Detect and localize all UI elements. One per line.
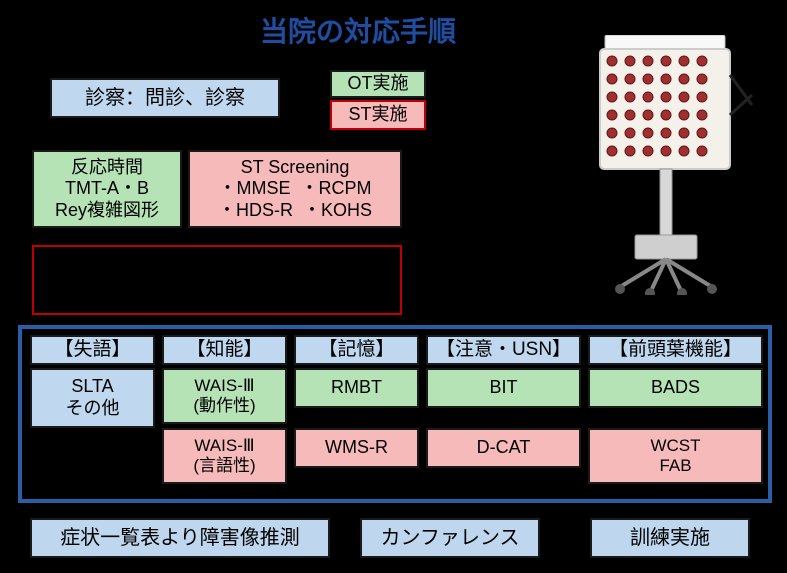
box-aph_h: 【失語】 <box>30 335 155 365</box>
box-mem_ot-line: RMBT <box>331 377 382 399</box>
box-att_ot-line: BIT <box>489 377 517 399</box>
box-out2-line: カンファレンス <box>381 526 520 550</box>
box-iq_st-line: (言語性) <box>193 456 255 476</box>
box-iq_st-line: WAIS-Ⅲ <box>194 436 254 456</box>
device-illustration <box>580 35 760 295</box>
box-aph_h-line: 【失語】 <box>54 339 130 362</box>
box-fro_ot: BADS <box>588 368 763 408</box>
box-out3: 訓練実施 <box>590 518 750 558</box>
box-st-line: ST実施 <box>348 104 407 126</box>
box-fro_h-line: 【前頭葉機能】 <box>609 339 742 362</box>
box-mem_st: WMS-R <box>294 428 419 468</box>
box-st: ST実施 <box>330 100 426 130</box>
box-att_st: D-CAT <box>426 428 581 468</box>
box-react-line: Rey複雑図形 <box>55 200 159 222</box>
box-mem_st-line: WMS-R <box>325 437 388 459</box>
box-att_h-line: 【注意・USN】 <box>436 339 571 362</box>
box-fro_h: 【前頭葉機能】 <box>588 335 763 365</box>
box-aph_b-line: SLTA <box>71 376 113 398</box>
box-stscr: ST Screening・MMSE ・RCPM・HDS-R ・KOHS <box>188 150 402 228</box>
box-att_h: 【注意・USN】 <box>426 335 581 365</box>
box-att_ot: BIT <box>426 368 581 408</box>
box-stscr-line: ・HDS-R ・KOHS <box>218 200 372 222</box>
box-iq_h: 【知能】 <box>162 335 287 365</box>
box-react: 反応時間TMT-A・BRey複雑図形 <box>32 150 182 228</box>
box-iq_ot: WAIS-Ⅲ(動作性) <box>162 368 287 424</box>
box-out1-line: 症状一覧表より障害像推測 <box>60 526 300 550</box>
box-out1: 症状一覧表より障害像推測 <box>30 518 330 558</box>
box-aph_b-line: その他 <box>66 398 120 420</box>
box-iq_ot-line: (動作性) <box>193 396 255 416</box>
box-iq_h-line: 【知能】 <box>186 339 262 362</box>
box-ot: OT実施 <box>330 70 426 98</box>
box-redempty <box>32 245 402 315</box>
box-iq_ot-line: WAIS-Ⅲ <box>194 376 254 396</box>
box-stscr-line: ST Screening <box>241 157 350 179</box>
box-iq_st: WAIS-Ⅲ(言語性) <box>162 428 287 484</box>
box-exam: 診察：問診、診察 <box>50 78 280 118</box>
box-fro_st-line: WCST <box>650 436 700 456</box>
box-out2: カンファレンス <box>360 518 540 558</box>
box-react-line: 反応時間 <box>71 157 143 179</box>
box-fro_st: WCSTFAB <box>588 428 763 484</box>
box-stscr-line: ・MMSE ・RCPM <box>219 178 372 200</box>
box-att_st-line: D-CAT <box>477 437 531 459</box>
box-mem_h-line: 【記憶】 <box>318 339 394 362</box>
page-title: 当院の対応手順 <box>260 10 456 50</box>
box-mem_ot: RMBT <box>294 368 419 408</box>
box-ot-line: OT実施 <box>348 73 409 95</box>
box-mem_h: 【記憶】 <box>294 335 419 365</box>
box-fro_st-line: FAB <box>659 456 691 476</box>
box-out3-line: 訓練実施 <box>630 526 710 550</box>
box-exam-line: 診察：問診、診察 <box>85 86 245 110</box>
box-fro_ot-line: BADS <box>651 377 700 399</box>
box-aph_b: SLTAその他 <box>30 368 155 428</box>
box-react-line: TMT-A・B <box>65 178 149 200</box>
